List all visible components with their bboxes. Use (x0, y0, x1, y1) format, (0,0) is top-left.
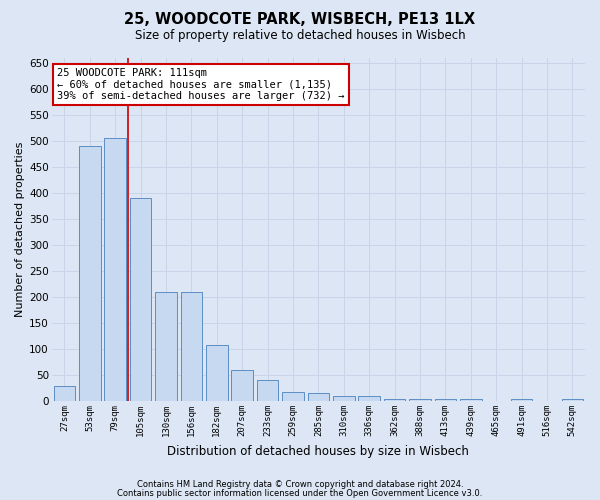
Text: Contains HM Land Registry data © Crown copyright and database right 2024.: Contains HM Land Registry data © Crown c… (137, 480, 463, 489)
Bar (434, 399, 456, 401)
Bar (308, 394, 329, 401)
Bar (206, 346, 227, 401)
Bar (104, 138, 126, 401)
Bar (460, 398, 482, 401)
X-axis label: Distribution of detached houses by size in Wisbech: Distribution of detached houses by size … (167, 444, 469, 458)
Y-axis label: Number of detached properties: Number of detached properties (15, 142, 25, 317)
Bar (282, 392, 304, 401)
Bar (257, 380, 278, 401)
Bar (511, 399, 532, 401)
Bar (155, 292, 177, 401)
Bar (409, 398, 431, 401)
Bar (232, 370, 253, 401)
Bar (53, 386, 75, 401)
Bar (358, 396, 380, 401)
Bar (562, 399, 583, 401)
Bar (333, 396, 355, 401)
Text: 25 WOODCOTE PARK: 111sqm
← 60% of detached houses are smaller (1,135)
39% of sem: 25 WOODCOTE PARK: 111sqm ← 60% of detach… (57, 68, 344, 101)
Bar (79, 146, 101, 401)
Bar (130, 198, 151, 401)
Text: Contains public sector information licensed under the Open Government Licence v3: Contains public sector information licen… (118, 488, 482, 498)
Bar (384, 398, 406, 401)
Bar (181, 292, 202, 401)
Text: Size of property relative to detached houses in Wisbech: Size of property relative to detached ho… (134, 29, 466, 42)
Text: 25, WOODCOTE PARK, WISBECH, PE13 1LX: 25, WOODCOTE PARK, WISBECH, PE13 1LX (124, 12, 476, 28)
